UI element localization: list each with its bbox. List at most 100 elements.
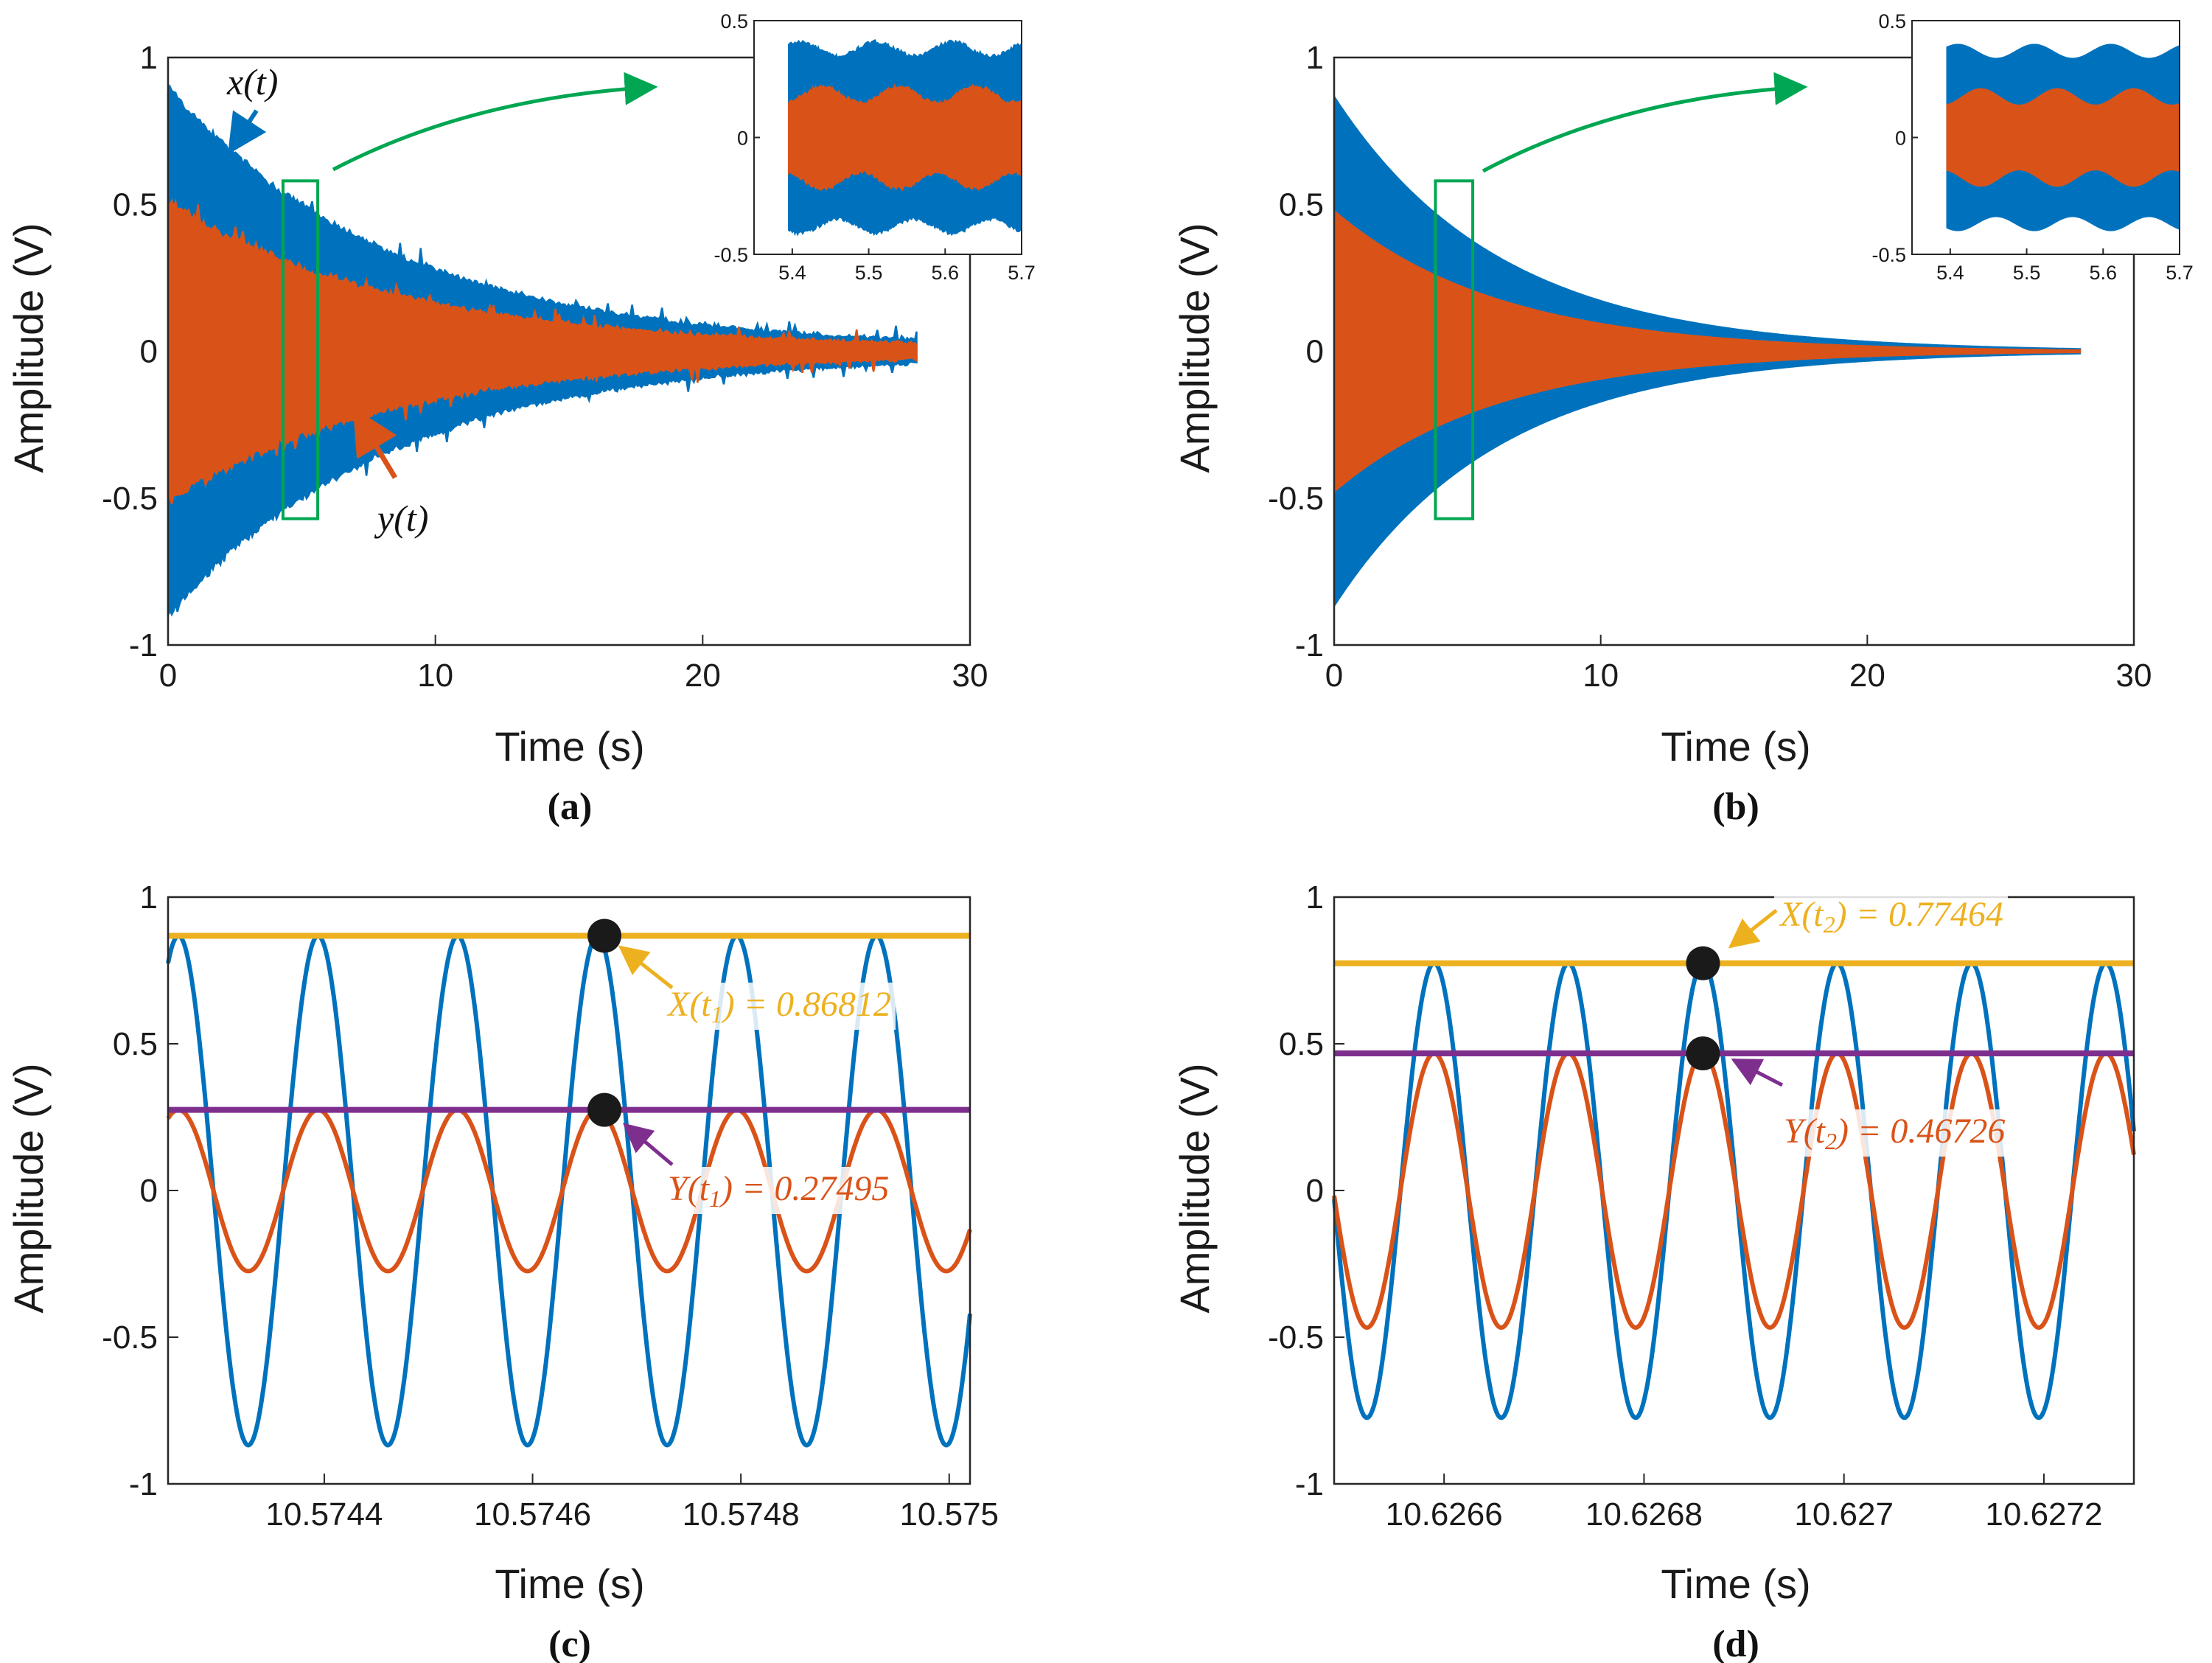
- panel-a-ylabel: Amplitude (V): [5, 223, 52, 473]
- panel-b-series-y: [1333, 209, 2082, 493]
- panel-d-ytick-label: 0: [1306, 1173, 1324, 1209]
- panel-b-xlabel: Time (s): [1661, 723, 1810, 770]
- panel-d-annot-y-arrow: [1731, 1058, 1784, 1087]
- panel-a-inset-xtick-label: 5.7: [1008, 262, 1036, 284]
- panel-b-caption-letter: b: [1726, 786, 1747, 828]
- annotation-backdrop: [1774, 893, 2009, 940]
- panel-d-annot-x-suffix: ) = 0.77464: [1833, 895, 2003, 934]
- panel-a-series-y: [167, 198, 918, 504]
- panel-a-xlabel: Time (s): [495, 723, 644, 770]
- panel-b-inset: -0.5 0 0.5 5.4 5.5 5.6 5.7: [1871, 10, 2193, 284]
- panel-c-annot-x: X(t1) = 0.86812: [666, 985, 891, 1028]
- panel-c-series-x: [166, 933, 972, 1448]
- panel-c-ytick-label: -1: [129, 1466, 158, 1502]
- panel-a-axes-frame: [167, 56, 971, 646]
- panel-b-inset-series-y: [1946, 88, 2180, 187]
- panel-c-ytick-label: 0: [140, 1173, 158, 1209]
- panel-d-xtick-label: 10.627: [1794, 1496, 1894, 1533]
- panel-a-inset-series-y: [787, 83, 1022, 192]
- panel-c: -1 -0.5 0 0.5 1 10.5744 10.5746 10.5748 10.575 A…: [5, 879, 999, 1663]
- panel-d-annot-y-sub: 2: [1825, 1128, 1837, 1154]
- panel-a-inset-xtick-label: 5.4: [778, 262, 806, 284]
- panel-c-xtick-label: 10.5748: [683, 1496, 800, 1533]
- panel-b-ytick-label: 1: [1306, 40, 1324, 76]
- panel-d-annot-y-prefix: Y(t: [1784, 1112, 1827, 1151]
- panel-d-annot-y: Y(t2) = 0.46726: [1784, 1112, 2005, 1154]
- panel-c-ytick-label: 1: [140, 879, 158, 916]
- panel-d-xtick-label: 10.6266: [1386, 1496, 1503, 1533]
- panel-a: -1-0.500.510 10 20 30 Amplitude (V) Time (s…: [5, 10, 1036, 828]
- panel-a-xtick-label: 30: [952, 658, 988, 694]
- panel-c-xtick-label: 10.5744: [265, 1496, 383, 1533]
- panel-a-xtick-label: 10: [417, 658, 453, 694]
- panel-d-axes-frame: [1333, 896, 2135, 1485]
- panel-d-ytick-label: 0.5: [1279, 1026, 1324, 1062]
- panel-d-caption-letter: d: [1726, 1623, 1747, 1663]
- panel-d-xtick-label: 10.6272: [1985, 1496, 2102, 1533]
- panel-a-zoom-box: [281, 179, 320, 520]
- panel-d-plot-background: [1334, 897, 2134, 1484]
- panel-a-inset-xtick-label: 5.5: [855, 262, 883, 284]
- panel-b-zoom-arrow: [1482, 72, 1808, 173]
- panel-b-inset-ytick-label: -0.5: [1871, 244, 1906, 266]
- panel-c-xtick-label: 10.575: [899, 1496, 999, 1533]
- panel-d-marker-x: [1686, 946, 1720, 980]
- panel-c-ytick-label: 0.5: [113, 1026, 158, 1062]
- panel-c-marker-y: [587, 1092, 622, 1127]
- panel-b-ytick-label: 0.5: [1279, 186, 1324, 223]
- panel-d-plot-area: -1 -0.5 0 0.5 1 10.6266 10.6268 10.627 10.6272: [1268, 879, 2136, 1533]
- panel-d-xtick-label: 10.6268: [1585, 1496, 1703, 1533]
- panel-a-ytick-label: 0: [140, 334, 158, 370]
- panel-a-inset-xtick-label: 5.6: [932, 262, 960, 284]
- panel-d-caption: (d): [1712, 1623, 1759, 1663]
- panel-d-ytick-label: -1: [1295, 1466, 1324, 1502]
- panel-c-annot-y-suffix: ) = 0.27495: [719, 1169, 889, 1208]
- annotation-backdrop: [663, 1167, 894, 1214]
- panel-d: -1 -0.5 0 0.5 1 10.6266 10.6268 10.627 10.6272 A…: [1171, 879, 2136, 1663]
- panel-b-xtick-label: 20: [1849, 658, 1885, 694]
- panel-d-annot-y-suffix: ) = 0.46726: [1835, 1112, 2005, 1151]
- panel-b-inset-xtick-label: 5.5: [2013, 262, 2041, 284]
- panel-c-caption: (c): [548, 1623, 591, 1663]
- panel-b-zoom-box: [1434, 179, 1475, 520]
- panel-b-inset-xtick-label: 5.7: [2166, 262, 2194, 284]
- panel-c-annot-y-sub: 1: [709, 1185, 721, 1212]
- panel-c-axes-frame: [167, 896, 971, 1485]
- panel-d-series-y: [1332, 1050, 2136, 1331]
- panel-b-inset-ytick-label: 0.5: [1878, 10, 1906, 32]
- panel-c-annot-y-prefix: Y(t: [668, 1169, 711, 1208]
- panel-a-ytick-label: 1: [140, 40, 158, 76]
- panel-c-ylabel: Amplitude (V): [5, 1063, 52, 1313]
- panel-b-ytick-label: -1: [1295, 627, 1324, 663]
- panel-c-xlabel: Time (s): [495, 1561, 644, 1607]
- panel-a-inset-ytick-label: -0.5: [714, 244, 748, 266]
- panel-a-ytick-label: -0.5: [102, 481, 158, 517]
- panel-a-label-y: y(t): [374, 498, 428, 539]
- panel-a-caption-letter: a: [560, 786, 579, 828]
- panel-b-xtick-label: 10: [1583, 658, 1619, 694]
- panel-b-axes-frame: [1333, 56, 2135, 646]
- panel-d-annot-x-arrow: [1728, 909, 1778, 949]
- panel-c-marker-x: [587, 918, 622, 953]
- panel-a-inset-ytick-label: 0.5: [720, 10, 748, 32]
- panel-b-caption: (b): [1712, 786, 1759, 828]
- panel-a-inset-ytick-label: 0: [737, 128, 748, 150]
- panel-c-annot-y: Y(t1) = 0.27495: [668, 1169, 889, 1212]
- panel-c-annot-x-prefix: X(t: [666, 985, 712, 1024]
- panel-d-ylabel: Amplitude (V): [1171, 1063, 1218, 1313]
- panel-c-annot-x-suffix: ) = 0.86812: [721, 985, 891, 1024]
- panel-c-annot-x-arrow: [618, 945, 674, 989]
- panel-d-annot-x-sub: 2: [1824, 911, 1835, 938]
- panel-a-caption: (a): [548, 786, 593, 828]
- panel-a-ytick-label: -1: [129, 627, 158, 663]
- annotation-backdrop: [1779, 1109, 2010, 1157]
- panel-a-inset-axes-frame: [753, 20, 1022, 255]
- panel-d-ytick-label: -0.5: [1268, 1319, 1324, 1356]
- panel-a-xtick-label: 20: [685, 658, 721, 694]
- panel-b: -1-0.500.510 10 20 30 Amplitude (V) Time (s…: [1171, 10, 2194, 828]
- panel-d-xlabel: Time (s): [1661, 1561, 1810, 1607]
- panel-d-annot-x-prefix: X(t: [1779, 895, 1824, 934]
- panel-b-inset-ytick-label: 0: [1895, 128, 1906, 150]
- panel-c-ytick-label: -0.5: [102, 1319, 158, 1356]
